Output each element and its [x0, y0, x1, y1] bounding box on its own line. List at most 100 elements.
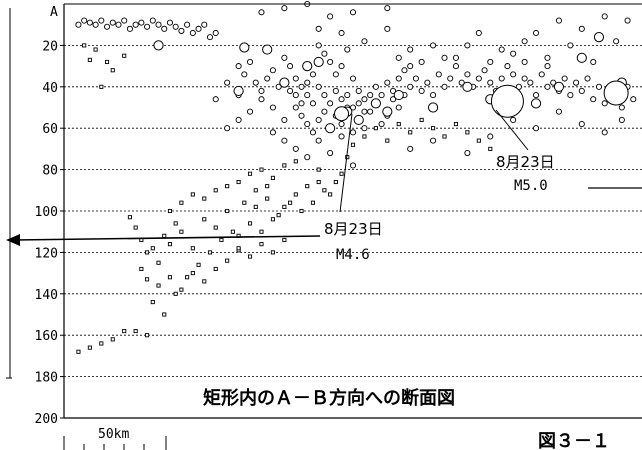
- data-point-square: [310, 200, 316, 205]
- annotation-leader-m46: [339, 113, 353, 213]
- data-point-circle-small: [195, 25, 202, 32]
- data-point-square: [150, 246, 155, 251]
- data-point-circle-small: [338, 29, 345, 37]
- data-point-circle-small: [292, 145, 299, 152]
- scale-bar: 50km: [63, 427, 167, 450]
- data-point-circle-small: [435, 71, 442, 78]
- data-point-circle-small: [407, 63, 414, 70]
- data-point-square: [87, 345, 92, 350]
- data-point-square: [145, 250, 150, 255]
- data-point-circle-small: [349, 129, 357, 136]
- data-point-square: [145, 333, 150, 338]
- data-point-circle-small: [487, 79, 494, 86]
- data-point-circle-small: [81, 17, 88, 24]
- data-point-square: [219, 237, 224, 243]
- y-tick-label: 180: [35, 371, 58, 386]
- data-point-circle-small: [498, 75, 505, 82]
- data-point-circle-small: [618, 104, 625, 111]
- pointer-arrow-line: [13, 235, 321, 241]
- data-point-circle-small: [595, 83, 603, 90]
- data-point-circle-mid: [334, 106, 350, 122]
- data-point-circle-small: [555, 17, 562, 24]
- data-point-square: [173, 221, 178, 226]
- data-point-circle-large: [593, 32, 605, 43]
- data-point-circle-small: [487, 58, 494, 66]
- data-point-circle-small: [269, 104, 276, 111]
- data-point-square: [253, 188, 258, 193]
- data-point-circle-small: [361, 108, 368, 115]
- data-point-circle-small: [315, 42, 322, 49]
- data-point-circle-small: [567, 92, 574, 99]
- data-point-square: [150, 300, 155, 305]
- data-point-circle-small: [389, 96, 397, 103]
- data-point-circle-small: [349, 162, 357, 169]
- data-point-circle-small: [269, 129, 276, 136]
- data-point-square: [350, 142, 356, 147]
- data-point-circle-small: [378, 92, 385, 99]
- data-point-circle-small: [384, 5, 391, 12]
- data-point-square: [167, 242, 173, 247]
- data-point-circle-small: [601, 13, 608, 20]
- data-point-circle-small: [510, 50, 517, 57]
- data-point-square: [110, 68, 115, 73]
- data-point-square: [236, 246, 241, 251]
- data-point-square: [202, 279, 207, 284]
- data-point-circle-small: [361, 125, 368, 132]
- data-point-square: [299, 208, 304, 214]
- data-point-circle-small: [487, 133, 494, 140]
- data-point-circle-large: [382, 106, 393, 117]
- data-point-circle-large: [553, 81, 565, 92]
- data-point-square: [293, 192, 298, 197]
- data-point-circle-large: [153, 40, 164, 51]
- data-point-circle-small: [389, 87, 397, 94]
- data-point-square: [288, 200, 293, 205]
- data-point-circle-small: [401, 67, 408, 74]
- data-point-circle-small: [212, 29, 219, 37]
- data-point-square: [259, 242, 264, 247]
- data-point-square: [282, 163, 287, 168]
- data-point-square: [93, 47, 98, 52]
- data-point-circle-small: [464, 42, 471, 49]
- data-point-square: [253, 204, 258, 209]
- data-point-square: [207, 250, 213, 255]
- data-point-circle-small: [315, 116, 322, 123]
- data-point-square: [87, 57, 92, 62]
- data-point-square: [333, 179, 338, 185]
- data-point-circle-small: [475, 29, 482, 37]
- data-point-square: [202, 217, 207, 222]
- data-point-circle-small: [92, 21, 99, 28]
- data-point-circle-small: [315, 83, 322, 90]
- annotation-m50-date: 8月23日: [496, 153, 555, 171]
- data-point-circle-small: [338, 63, 345, 70]
- data-point-circle-small: [527, 79, 534, 86]
- data-point-square: [190, 192, 195, 197]
- y-tick-label: 160: [35, 329, 58, 344]
- data-point-circle-small: [407, 145, 414, 152]
- data-point-circle-small: [281, 5, 288, 12]
- data-point-circle-small: [103, 23, 111, 30]
- data-point-circle-small: [109, 19, 116, 26]
- data-point-square: [339, 171, 344, 176]
- corner-label-a: A: [50, 5, 58, 20]
- scale-bar-label: 50km: [98, 427, 129, 442]
- data-point-circle-small: [601, 129, 608, 136]
- data-point-circle-small: [258, 96, 265, 103]
- data-point-circle-small: [75, 21, 82, 28]
- data-point-circle-small: [567, 42, 574, 49]
- data-point-circle-small: [578, 87, 585, 94]
- data-point-circle-small: [132, 21, 139, 28]
- data-point-square: [247, 221, 253, 226]
- data-point-circle-large: [239, 42, 250, 53]
- data-point-circle-small: [224, 79, 231, 86]
- data-point-circle-large: [313, 56, 324, 68]
- data-point-square: [167, 275, 173, 280]
- data-point-circle-small: [98, 17, 105, 24]
- data-point-square: [225, 258, 230, 263]
- data-point-square: [82, 43, 87, 48]
- data-point-square: [99, 341, 104, 346]
- annotation-m46-date: 8月23日: [324, 220, 383, 238]
- data-point-circle-small: [361, 38, 368, 45]
- data-point-circle-small: [235, 63, 242, 70]
- data-point-circle-small: [498, 46, 505, 53]
- data-point-circle-small: [550, 79, 557, 86]
